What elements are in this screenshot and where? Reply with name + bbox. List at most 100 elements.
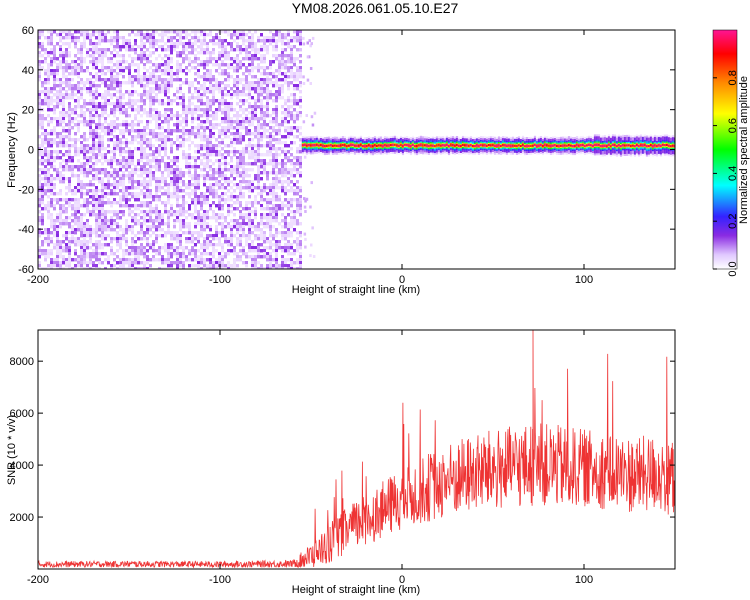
heatmap-cell <box>98 234 101 238</box>
heatmap-cell <box>83 228 86 232</box>
heatmap-cell <box>245 168 248 172</box>
heatmap-cell <box>260 234 263 238</box>
heatmap-cell <box>110 123 113 127</box>
heatmap-cell <box>62 72 65 76</box>
heatmap-cell <box>146 36 149 40</box>
heatmap-cell <box>254 177 257 181</box>
heatmap-cell <box>236 111 239 115</box>
heatmap-cell <box>206 237 209 241</box>
heatmap-cell <box>212 183 215 187</box>
heatmap-cell <box>59 180 62 184</box>
heatmap-cell <box>245 78 248 82</box>
heatmap-cell <box>71 126 74 130</box>
heatmap-cell <box>245 183 248 187</box>
heatmap-cell <box>215 264 218 268</box>
heatmap-cell <box>215 159 218 163</box>
heatmap-cell <box>44 150 47 154</box>
heatmap-cell <box>83 168 86 172</box>
heatmap-cell <box>155 189 158 193</box>
heatmap-cell <box>95 162 98 166</box>
heatmap-cell <box>176 135 179 139</box>
heatmap-cell <box>101 81 104 85</box>
heatmap-cell <box>254 75 257 79</box>
heatmap-cell <box>143 99 146 103</box>
heatmap-cell <box>227 204 230 208</box>
heatmap-cell <box>119 159 122 163</box>
heatmap-cell <box>113 123 116 127</box>
heatmap-cell <box>95 114 98 118</box>
heatmap-cell <box>131 159 134 163</box>
heatmap-cell <box>197 30 200 34</box>
heatmap-cell <box>182 57 185 61</box>
heatmap-cell <box>74 72 77 76</box>
heatmap-cell <box>68 264 71 268</box>
heatmap-cell <box>245 99 248 103</box>
heatmap-cell <box>137 198 140 202</box>
heatmap-cell <box>83 138 86 142</box>
heatmap-cell <box>89 108 92 112</box>
heatmap-cell <box>44 204 47 208</box>
heatmap-cell <box>233 183 236 187</box>
heatmap-cell <box>53 75 56 79</box>
heatmap-cell <box>149 102 152 106</box>
heatmap-cell <box>92 30 95 34</box>
heatmap-cell <box>131 210 134 214</box>
heatmap-cell <box>239 123 242 127</box>
heatmap-cell <box>167 60 170 64</box>
heatmap-cell <box>89 114 92 118</box>
heatmap-cell <box>278 87 281 91</box>
heatmap-cell <box>83 57 86 61</box>
heatmap-cell <box>233 120 236 124</box>
heatmap-cell <box>287 33 290 37</box>
heatmap-cell <box>203 30 206 34</box>
heatmap-cell <box>266 72 269 76</box>
heatmap-cell <box>53 225 56 229</box>
heatmap-cell <box>131 45 134 49</box>
heatmap-cell <box>215 33 218 37</box>
heatmap-cell <box>269 228 272 232</box>
heatmap-cell <box>257 153 260 157</box>
heatmap-cell <box>182 105 185 109</box>
heatmap-cell <box>65 219 68 223</box>
heatmap-cell <box>224 111 227 115</box>
heatmap-cell <box>155 81 158 85</box>
heatmap-cell <box>254 114 257 118</box>
heatmap-cell <box>284 249 287 253</box>
heatmap-cell <box>146 189 149 193</box>
heatmap-cell <box>47 42 50 46</box>
heatmap-cell <box>233 150 236 154</box>
heatmap-cell <box>71 84 74 88</box>
heatmap-cell <box>170 48 173 52</box>
heatmap-cell <box>215 126 218 130</box>
heatmap-cell <box>134 57 137 61</box>
heatmap-cell <box>281 237 284 241</box>
heatmap-cell <box>149 165 152 169</box>
heatmap-cell <box>257 87 260 91</box>
heatmap-cell <box>146 180 149 184</box>
heatmap-cell <box>47 138 50 142</box>
heatmap-cell <box>122 234 125 238</box>
heatmap-cell <box>92 165 95 169</box>
heatmap-cell <box>260 66 263 70</box>
heatmap-cell <box>191 237 194 241</box>
heatmap-cell <box>182 135 185 139</box>
heatmap-cell <box>140 39 143 43</box>
heatmap-cell <box>65 54 68 58</box>
heatmap-cell <box>215 216 218 220</box>
heatmap-cell <box>173 246 176 250</box>
heatmap-cell <box>125 243 128 247</box>
heatmap-cell <box>179 51 182 55</box>
heatmap-cell <box>242 117 245 121</box>
heatmap-cell <box>161 234 164 238</box>
heatmap-cell <box>38 162 41 166</box>
heatmap-cell <box>194 183 197 187</box>
heatmap-cell <box>167 114 170 118</box>
heatmap-cell <box>275 117 278 121</box>
heatmap-cell <box>170 183 173 187</box>
heatmap-cell <box>50 267 53 269</box>
heatmap-cell <box>209 129 212 133</box>
heatmap-cell <box>233 261 236 265</box>
heatmap-cell <box>212 132 215 136</box>
heatmap-cell <box>260 117 263 121</box>
heatmap-cell <box>278 162 281 166</box>
